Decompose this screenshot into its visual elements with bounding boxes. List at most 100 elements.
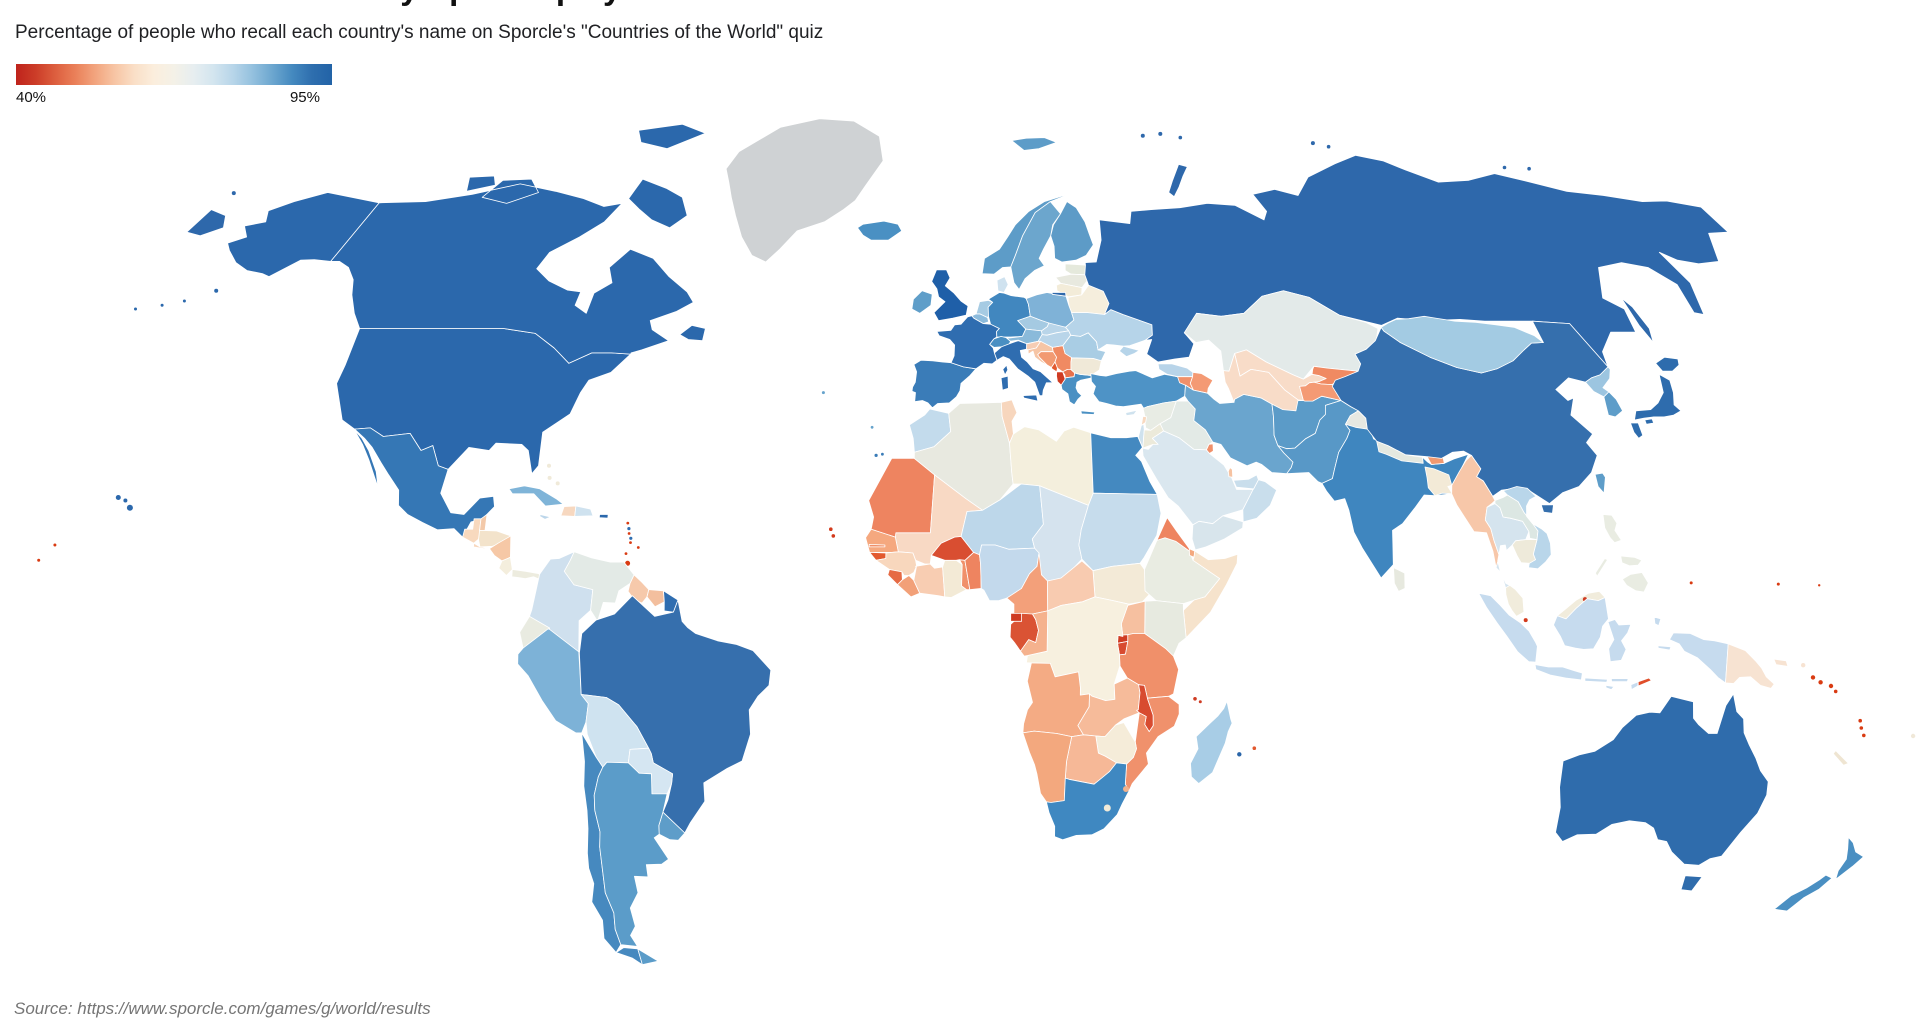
country-usa-island[interactable] xyxy=(214,288,219,293)
country-palau-micronesia-island[interactable] xyxy=(1689,581,1693,585)
country-portugal-island[interactable] xyxy=(870,425,874,429)
country-bahamas-island[interactable] xyxy=(547,475,552,480)
country-iceland[interactable] xyxy=(857,220,903,241)
country-costa-rica[interactable] xyxy=(498,556,513,576)
country-singapore-island[interactable] xyxy=(1523,618,1528,623)
country-ukraine[interactable] xyxy=(1065,309,1153,357)
country-dominican-republic[interactable] xyxy=(574,505,594,517)
country-canada[interactable] xyxy=(330,123,706,364)
country-palau-micronesia-island[interactable] xyxy=(1818,584,1821,587)
country-cape-verde-island[interactable] xyxy=(829,527,833,531)
country-argentina[interactable] xyxy=(593,761,669,966)
country-french-guiana[interactable] xyxy=(663,590,679,613)
country-congo[interactable] xyxy=(1020,610,1049,657)
country-portugal-island[interactable] xyxy=(821,391,825,395)
country-usa-island[interactable] xyxy=(123,498,128,503)
country-mongolia[interactable] xyxy=(1380,315,1544,374)
country-antilles-blue-island[interactable] xyxy=(629,536,633,540)
country-uae[interactable] xyxy=(1233,474,1259,490)
country-switzerland[interactable] xyxy=(989,336,1011,348)
country-png-island[interactable] xyxy=(1801,663,1806,668)
country-italy[interactable] xyxy=(994,340,1054,402)
country-indonesia[interactable] xyxy=(1478,592,1729,690)
country-panama[interactable] xyxy=(511,569,541,581)
country-norway[interactable] xyxy=(981,137,1079,275)
country-eswatini-island[interactable] xyxy=(1123,786,1129,792)
country-spain-island[interactable] xyxy=(881,452,884,456)
country-usa-island[interactable] xyxy=(126,504,133,511)
country-bahamas-island[interactable] xyxy=(547,463,551,468)
country-vanuatu-island[interactable] xyxy=(1862,733,1866,738)
country-antilles-red-island[interactable] xyxy=(636,546,640,549)
country-taiwan[interactable] xyxy=(1594,472,1606,494)
country-antilles-red-island[interactable] xyxy=(626,521,630,525)
country-finland[interactable] xyxy=(1050,201,1094,263)
country-spain-island[interactable] xyxy=(874,453,878,457)
country-cuba[interactable] xyxy=(508,485,564,507)
country-lebanon[interactable] xyxy=(1140,415,1147,426)
country-comoros-island[interactable] xyxy=(1198,700,1202,704)
country-guyana[interactable] xyxy=(627,574,650,604)
country-india[interactable] xyxy=(1321,410,1469,579)
country-sweden[interactable] xyxy=(1010,201,1061,290)
country-antilles-red-island[interactable] xyxy=(624,552,628,555)
country-solomon-islands-island[interactable] xyxy=(1818,680,1823,685)
country-azerbaijan[interactable] xyxy=(1189,372,1214,394)
country-qatar[interactable] xyxy=(1227,467,1234,478)
country-equatorial-guinea[interactable] xyxy=(1010,613,1022,622)
country-vanuatu-island[interactable] xyxy=(1859,726,1864,730)
country-russia-island[interactable] xyxy=(1178,135,1183,140)
country-cambodia[interactable] xyxy=(1511,539,1538,564)
country-greenland[interactable] xyxy=(725,118,884,263)
country-bahamas-island[interactable] xyxy=(555,481,560,486)
country-mauritius-island[interactable] xyxy=(1237,752,1242,757)
country-vietnam[interactable] xyxy=(1502,486,1552,570)
country-usa-island[interactable] xyxy=(134,307,137,311)
country-cyprus[interactable] xyxy=(1125,409,1138,417)
country-cameroon[interactable] xyxy=(1006,552,1049,615)
country-kuwait[interactable] xyxy=(1206,443,1214,454)
country-reunion-area-island[interactable] xyxy=(1252,746,1257,750)
country-yemen[interactable] xyxy=(1191,515,1244,551)
country-fiji-island[interactable] xyxy=(1910,733,1916,739)
country-denmark[interactable] xyxy=(996,276,1009,293)
country-russia-island[interactable] xyxy=(231,191,236,196)
country-japan[interactable] xyxy=(1630,356,1682,439)
country-haiti[interactable] xyxy=(560,505,577,517)
country-ivory-coast[interactable] xyxy=(913,563,946,598)
country-gambia[interactable] xyxy=(868,544,886,548)
country-vanuatu-island[interactable] xyxy=(1858,718,1862,723)
country-solomon-islands-island[interactable] xyxy=(1810,675,1816,680)
country-russia-island[interactable] xyxy=(1527,166,1531,171)
country-turkmenistan[interactable] xyxy=(1223,353,1299,412)
country-new-caledonia[interactable] xyxy=(1832,750,1849,766)
country-russia-island[interactable] xyxy=(1326,144,1331,149)
country-russia-island[interactable] xyxy=(1140,133,1145,138)
country-antilles-red-island[interactable] xyxy=(627,532,631,535)
country-sri-lanka[interactable] xyxy=(1393,567,1406,592)
country-bulgaria[interactable] xyxy=(1070,357,1102,376)
country-russia-island[interactable] xyxy=(1310,141,1315,146)
country-png[interactable] xyxy=(1725,643,1789,689)
country-mexico[interactable] xyxy=(353,427,495,538)
country-ireland[interactable] xyxy=(911,290,933,314)
country-solomon-islands-island[interactable] xyxy=(1833,689,1838,694)
country-peru[interactable] xyxy=(517,628,589,734)
country-new-zealand[interactable] xyxy=(1773,836,1864,912)
country-jamaica[interactable] xyxy=(539,514,551,520)
country-usa-island[interactable] xyxy=(115,495,121,500)
country-south-korea[interactable] xyxy=(1603,391,1623,418)
country-timor-leste[interactable] xyxy=(1637,677,1652,687)
country-tunisia[interactable] xyxy=(1000,399,1018,444)
country-russia[interactable] xyxy=(186,154,1729,368)
country-burkina-faso[interactable] xyxy=(930,536,974,561)
country-russia-island[interactable] xyxy=(1502,165,1507,170)
country-palau-micronesia-island[interactable] xyxy=(1776,582,1780,586)
country-kiribati-west-island[interactable] xyxy=(37,558,41,562)
country-russia-island[interactable] xyxy=(1158,131,1163,136)
country-venezuela[interactable] xyxy=(563,551,635,622)
country-comoros-island[interactable] xyxy=(1193,697,1197,701)
country-usa-island[interactable] xyxy=(182,299,186,303)
country-greece[interactable] xyxy=(1060,372,1096,415)
country-usa-island[interactable] xyxy=(160,303,164,307)
